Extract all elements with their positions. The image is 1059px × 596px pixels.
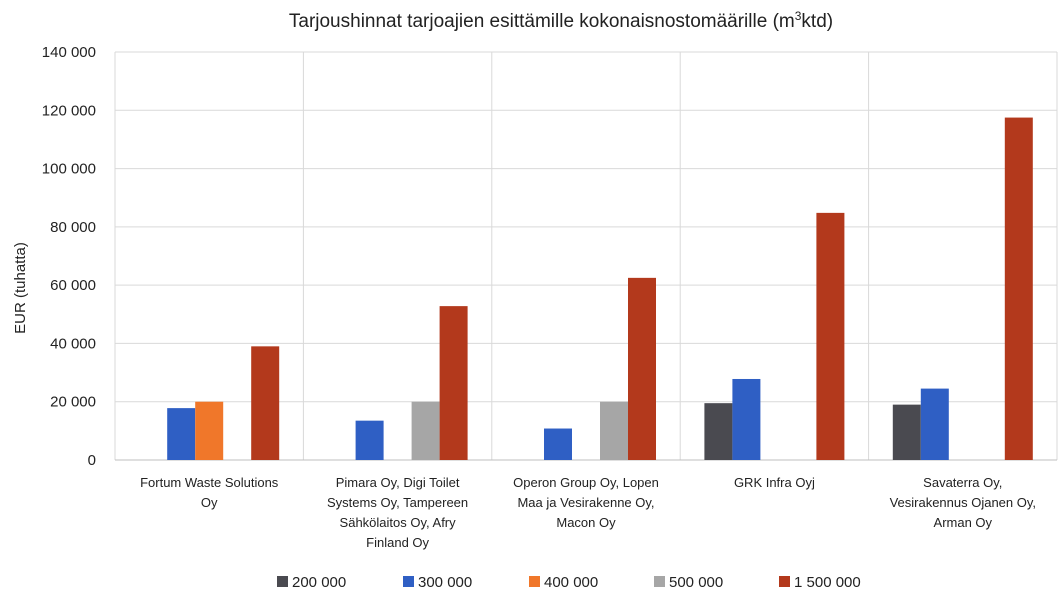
- category-label-line: Finland Oy: [366, 535, 429, 550]
- bars: [167, 117, 1033, 461]
- bar-4-2: [411, 401, 440, 460]
- bar-4-3: [600, 401, 628, 460]
- legend-swatch: [529, 576, 540, 587]
- category-label-line: Maa ja Vesirakenne Oy,: [517, 495, 654, 510]
- bar-5-3: [628, 277, 656, 460]
- legend-swatch: [403, 576, 414, 587]
- legend-label: 300 000: [418, 574, 472, 591]
- category-label-line: Oy: [201, 495, 218, 510]
- bar-2-1: [167, 408, 196, 460]
- category-label: Operon Group Oy, Lopen Maa ja Vesirakenne…: [513, 475, 659, 530]
- chart-title-superscript: 3: [795, 9, 802, 23]
- legend-label: 500 000: [669, 574, 723, 591]
- category-label: Savaterra Oy, Vesirakennus Ojanen Oy, Arma…: [890, 475, 1036, 530]
- category-label-line: Arman Oy: [934, 515, 993, 530]
- y-axis-ticks: 0 20 000 40 000 60 000 80 000 100 000 120 000 1…: [42, 44, 96, 469]
- y-tick-label: 100 000: [42, 161, 96, 178]
- category-label: Pimara Oy, Digi Toilet Systems Oy, Tamper…: [327, 475, 468, 550]
- x-axis-categories: Fortum Waste Solutions Oy Pimara Oy, Digi …: [140, 475, 1036, 550]
- bar-2-2: [355, 420, 384, 460]
- y-tick-label: 120 000: [42, 102, 96, 119]
- category-label-line: Systems Oy, Tampereen: [327, 495, 468, 510]
- bar-2-3: [544, 428, 572, 460]
- legend-swatch: [277, 576, 288, 587]
- legend-swatch: [654, 576, 665, 587]
- bar-5-5: [1004, 117, 1033, 461]
- category-label-line: Fortum Waste Solutions: [140, 475, 279, 490]
- bar-2-5: [920, 388, 949, 460]
- category-label-line: Sähkölaitos Oy, Afry: [340, 515, 457, 530]
- category-label-line: Savaterra Oy,: [923, 475, 1002, 490]
- category-label-line: Vesirakennus Ojanen Oy,: [890, 495, 1036, 510]
- y-tick-label: 0: [88, 452, 96, 469]
- bar-1-5: [892, 404, 921, 460]
- category-label-line: Macon Oy: [556, 515, 616, 530]
- y-axis-label: EUR (tuhatta): [12, 242, 29, 334]
- bar-5-1: [251, 346, 280, 460]
- y-tick-label: 60 000: [50, 277, 96, 294]
- bar-5-4: [816, 212, 845, 460]
- category-label-line: Operon Group Oy, Lopen: [513, 475, 659, 490]
- category-label-line: Pimara Oy, Digi Toilet: [336, 475, 460, 490]
- y-tick-label: 140 000: [42, 44, 96, 61]
- category-label: GRK Infra Oyj: [734, 475, 815, 490]
- legend-swatch: [779, 576, 790, 587]
- legend-label: 1 500 000: [794, 574, 861, 591]
- chart-title-main: Tarjoushinnat tarjoajien esittämille kok…: [289, 11, 795, 32]
- bar-2-4: [732, 378, 761, 460]
- bar-5-2: [439, 306, 468, 460]
- y-tick-label: 40 000: [50, 335, 96, 352]
- chart-title-tail: ktd): [801, 11, 833, 32]
- legend-label: 200 000: [292, 574, 346, 591]
- y-tick-label: 80 000: [50, 219, 96, 236]
- bar-1-4: [704, 403, 733, 460]
- gridlines: [114, 51, 1058, 461]
- legend-label: 400 000: [544, 574, 598, 591]
- y-tick-label: 20 000: [50, 394, 96, 411]
- chart-title: Tarjoushinnat tarjoajien esittämille kok…: [289, 9, 833, 32]
- bar-3-1: [195, 401, 224, 460]
- legend: 200 000 300 000 400 000 500 000 1 500 000: [277, 574, 861, 591]
- category-label: Fortum Waste Solutions Oy: [140, 475, 279, 510]
- category-label-line: GRK Infra Oyj: [734, 475, 815, 490]
